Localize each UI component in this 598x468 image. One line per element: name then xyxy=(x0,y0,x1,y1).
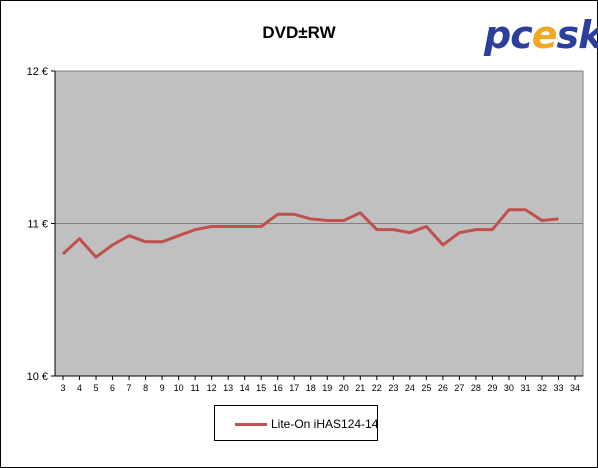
x-tick-label: 11 xyxy=(190,383,199,393)
x-tick-label: 29 xyxy=(487,383,497,393)
x-tick-label: 18 xyxy=(306,383,316,393)
y-tick-label: 10 € xyxy=(27,371,48,383)
x-tick-label: 8 xyxy=(143,383,148,393)
x-tick-label: 31 xyxy=(520,383,530,393)
chart-plot: 10 €11 €12 €3 4 5 6 7 8 9 10 11 12 13 14 15 16 17 18 19 2… xyxy=(27,66,584,393)
legend-swatch xyxy=(235,423,267,426)
x-tick-label: 14 xyxy=(240,383,250,393)
x-tick-label: 13 xyxy=(223,383,233,393)
x-tick-label: 20 xyxy=(339,383,349,393)
logo-flame-icon: e xyxy=(531,13,558,57)
legend: Lite-On iHAS124-14 xyxy=(214,405,378,441)
x-tick-label: 33 xyxy=(553,383,563,393)
chart-title: DVD±RW xyxy=(262,23,336,42)
x-tick-label: 30 xyxy=(504,383,514,393)
x-tick-label: 23 xyxy=(388,383,398,393)
logo-suffix: sk xyxy=(556,13,598,57)
x-tick-label: 32 xyxy=(537,383,547,393)
x-tick-label: 19 xyxy=(322,383,332,393)
x-tick-label: 17 xyxy=(289,383,299,393)
legend-label: Lite-On iHAS124-14 xyxy=(271,417,379,431)
x-tick-label: 22 xyxy=(372,383,382,393)
x-tick-label: 34 xyxy=(570,383,580,393)
x-tick-label: 25 xyxy=(421,383,431,393)
x-tick-label: 3 xyxy=(60,383,65,393)
x-tick-label: 6 xyxy=(110,383,115,393)
x-tick-label: 15 xyxy=(256,383,266,393)
x-tick-label: 21 xyxy=(355,383,365,393)
pctuning-logo: pcesk xyxy=(484,13,598,57)
x-tick-label: 16 xyxy=(273,383,283,393)
y-tick-label: 12 € xyxy=(27,66,48,78)
x-tick-label: 7 xyxy=(127,383,132,393)
x-tick-label: 26 xyxy=(438,383,448,393)
x-tick-label: 12 xyxy=(207,383,217,393)
series-line xyxy=(61,208,559,259)
x-tick-label: 24 xyxy=(405,383,415,393)
y-tick-label: 11 € xyxy=(27,219,48,231)
x-tick-label: 27 xyxy=(454,383,464,393)
x-tick-label: 28 xyxy=(471,383,481,393)
x-tick-label: 10 xyxy=(174,383,184,393)
x-tick-label: 9 xyxy=(160,383,165,393)
x-tick-label: 4 xyxy=(77,383,82,393)
logo-prefix: pc xyxy=(484,13,533,57)
x-tick-label: 5 xyxy=(94,383,99,393)
